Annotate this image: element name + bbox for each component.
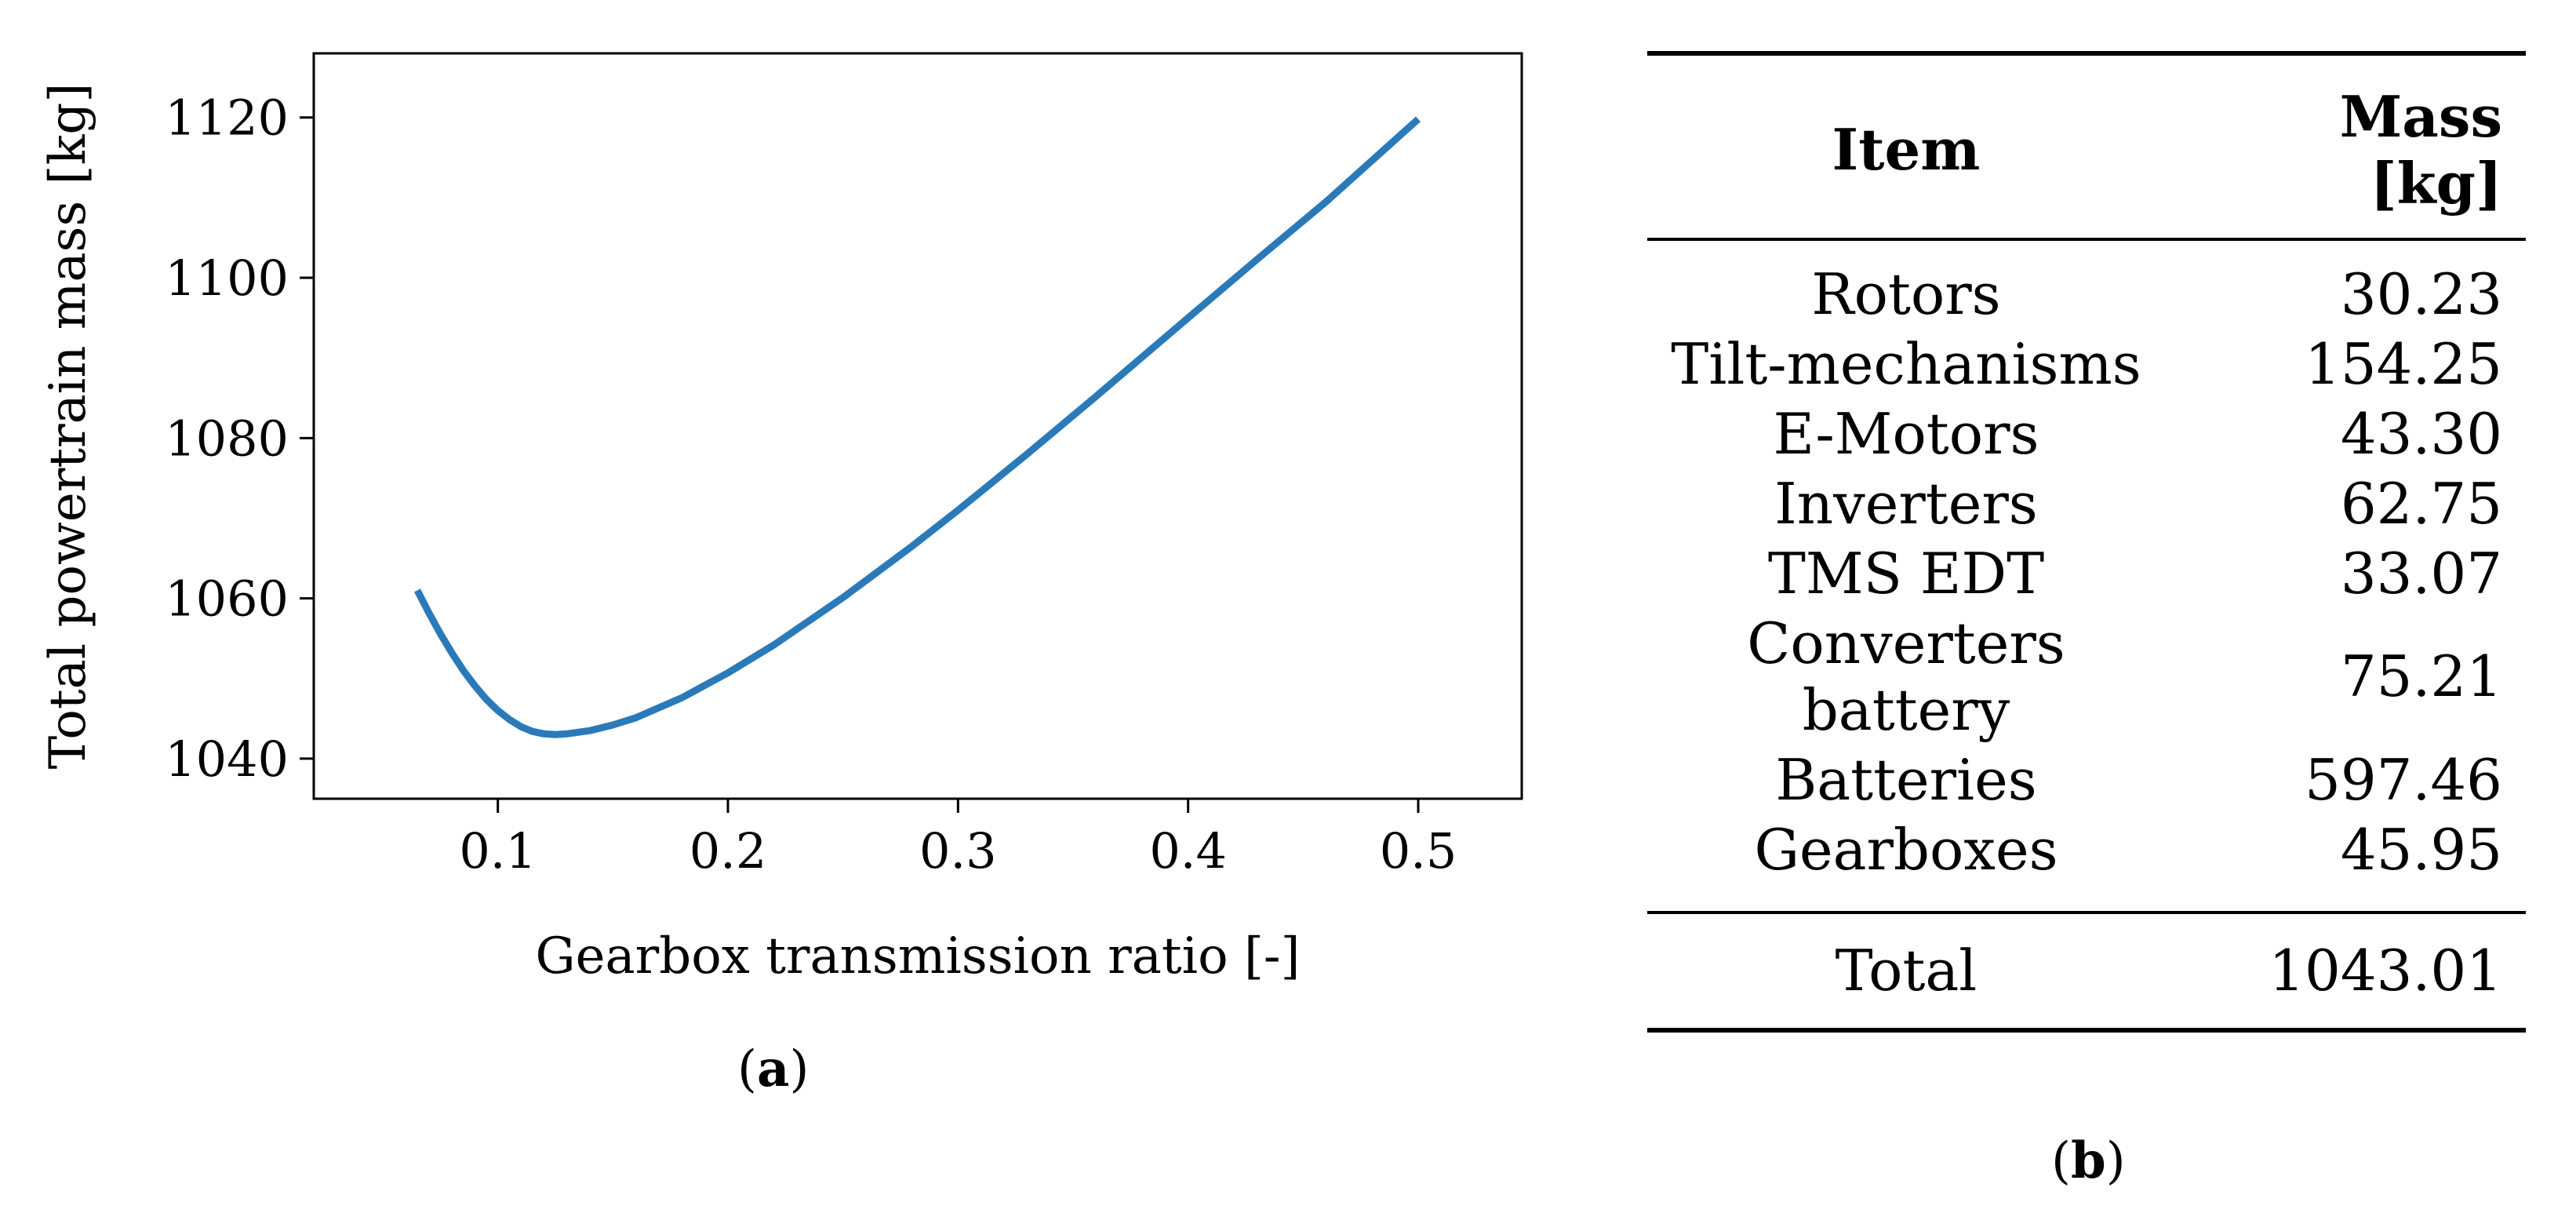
- row-mass: 154.25: [2305, 330, 2502, 397]
- row-mass: 30.23: [2340, 260, 2502, 327]
- x-tick-label: 0.3: [919, 822, 997, 880]
- row-mass: 45.95: [2340, 816, 2502, 883]
- x-tick-label: 0.4: [1149, 822, 1227, 880]
- row-mass: 75.21: [2340, 643, 2502, 710]
- y-axis-label: Total powertrain mass [kg]: [39, 83, 97, 770]
- row-item: Inverters: [1774, 470, 2038, 537]
- table-row: TMS EDT 33.07: [1647, 539, 2526, 609]
- table-row: Batteries 597.46: [1647, 745, 2526, 815]
- table-row: E-Motors 43.30: [1647, 399, 2526, 469]
- row-mass: 33.07: [2340, 540, 2502, 606]
- x-tick-label: 0.2: [689, 822, 767, 880]
- row-item: Tilt-mechanisms: [1671, 330, 2141, 397]
- row-mass: 43.30: [2340, 400, 2502, 467]
- x-tick-label: 0.5: [1380, 822, 1457, 880]
- table-row: Tilt-mechanisms 154.25: [1647, 330, 2526, 399]
- y-tick-label: 1080: [165, 410, 289, 467]
- header-item: Item: [1647, 53, 2165, 241]
- table-row: Converters battery 75.21: [1647, 609, 2526, 745]
- table-header-row: Item Mass [kg]: [1647, 53, 2526, 241]
- caption-b-letter: b: [2070, 1131, 2106, 1190]
- row-item: Batteries: [1775, 746, 2037, 813]
- row-item: Gearboxes: [1754, 816, 2058, 883]
- y-axis-ticks: 1040 1060 1080 1100 1120: [165, 89, 314, 788]
- caption-b: (b): [2051, 1131, 2126, 1190]
- y-tick-label: 1120: [165, 89, 289, 147]
- row-mass: 62.75: [2340, 470, 2502, 537]
- table-row: Inverters 62.75: [1647, 469, 2526, 539]
- caption-a: (a): [737, 1040, 810, 1098]
- y-tick-label: 1040: [165, 730, 289, 788]
- row-mass: 597.46: [2305, 746, 2502, 813]
- table-row: Gearboxes 45.95: [1647, 815, 2526, 913]
- row-item: Converters battery: [1747, 610, 2065, 743]
- mass-table: Item Mass [kg] Rotors 30.23 Tilt-mechani…: [1647, 51, 2526, 1033]
- y-tick-label: 1060: [165, 570, 289, 628]
- row-item: E-Motors: [1773, 400, 2039, 467]
- table-row: Rotors 30.23: [1647, 239, 2526, 330]
- table-total-row: Total 1043.01: [1647, 911, 2526, 1033]
- x-tick-label: 0.1: [459, 822, 537, 880]
- row-item: TMS EDT: [1767, 540, 2045, 606]
- y-tick-label: 1100: [165, 250, 289, 307]
- plot-area-frame: [312, 52, 1523, 800]
- line-chart: 0.1 0.2 0.3 0.4 0.5 1040 1060 1080 1100 1120 Gea…: [39, 52, 1523, 985]
- header-mass: Mass [kg]: [2165, 53, 2526, 241]
- series-line-total-powertrain-mass: [413, 116, 1421, 738]
- total-mass: 1043.01: [2165, 911, 2526, 1033]
- x-axis-ticks: 0.1 0.2 0.3 0.4 0.5: [459, 799, 1457, 880]
- x-axis-label: Gearbox transmission ratio [-]: [536, 927, 1301, 985]
- total-label: Total: [1647, 911, 2165, 1033]
- row-item: Rotors: [1811, 260, 2001, 327]
- caption-a-letter: a: [756, 1040, 790, 1098]
